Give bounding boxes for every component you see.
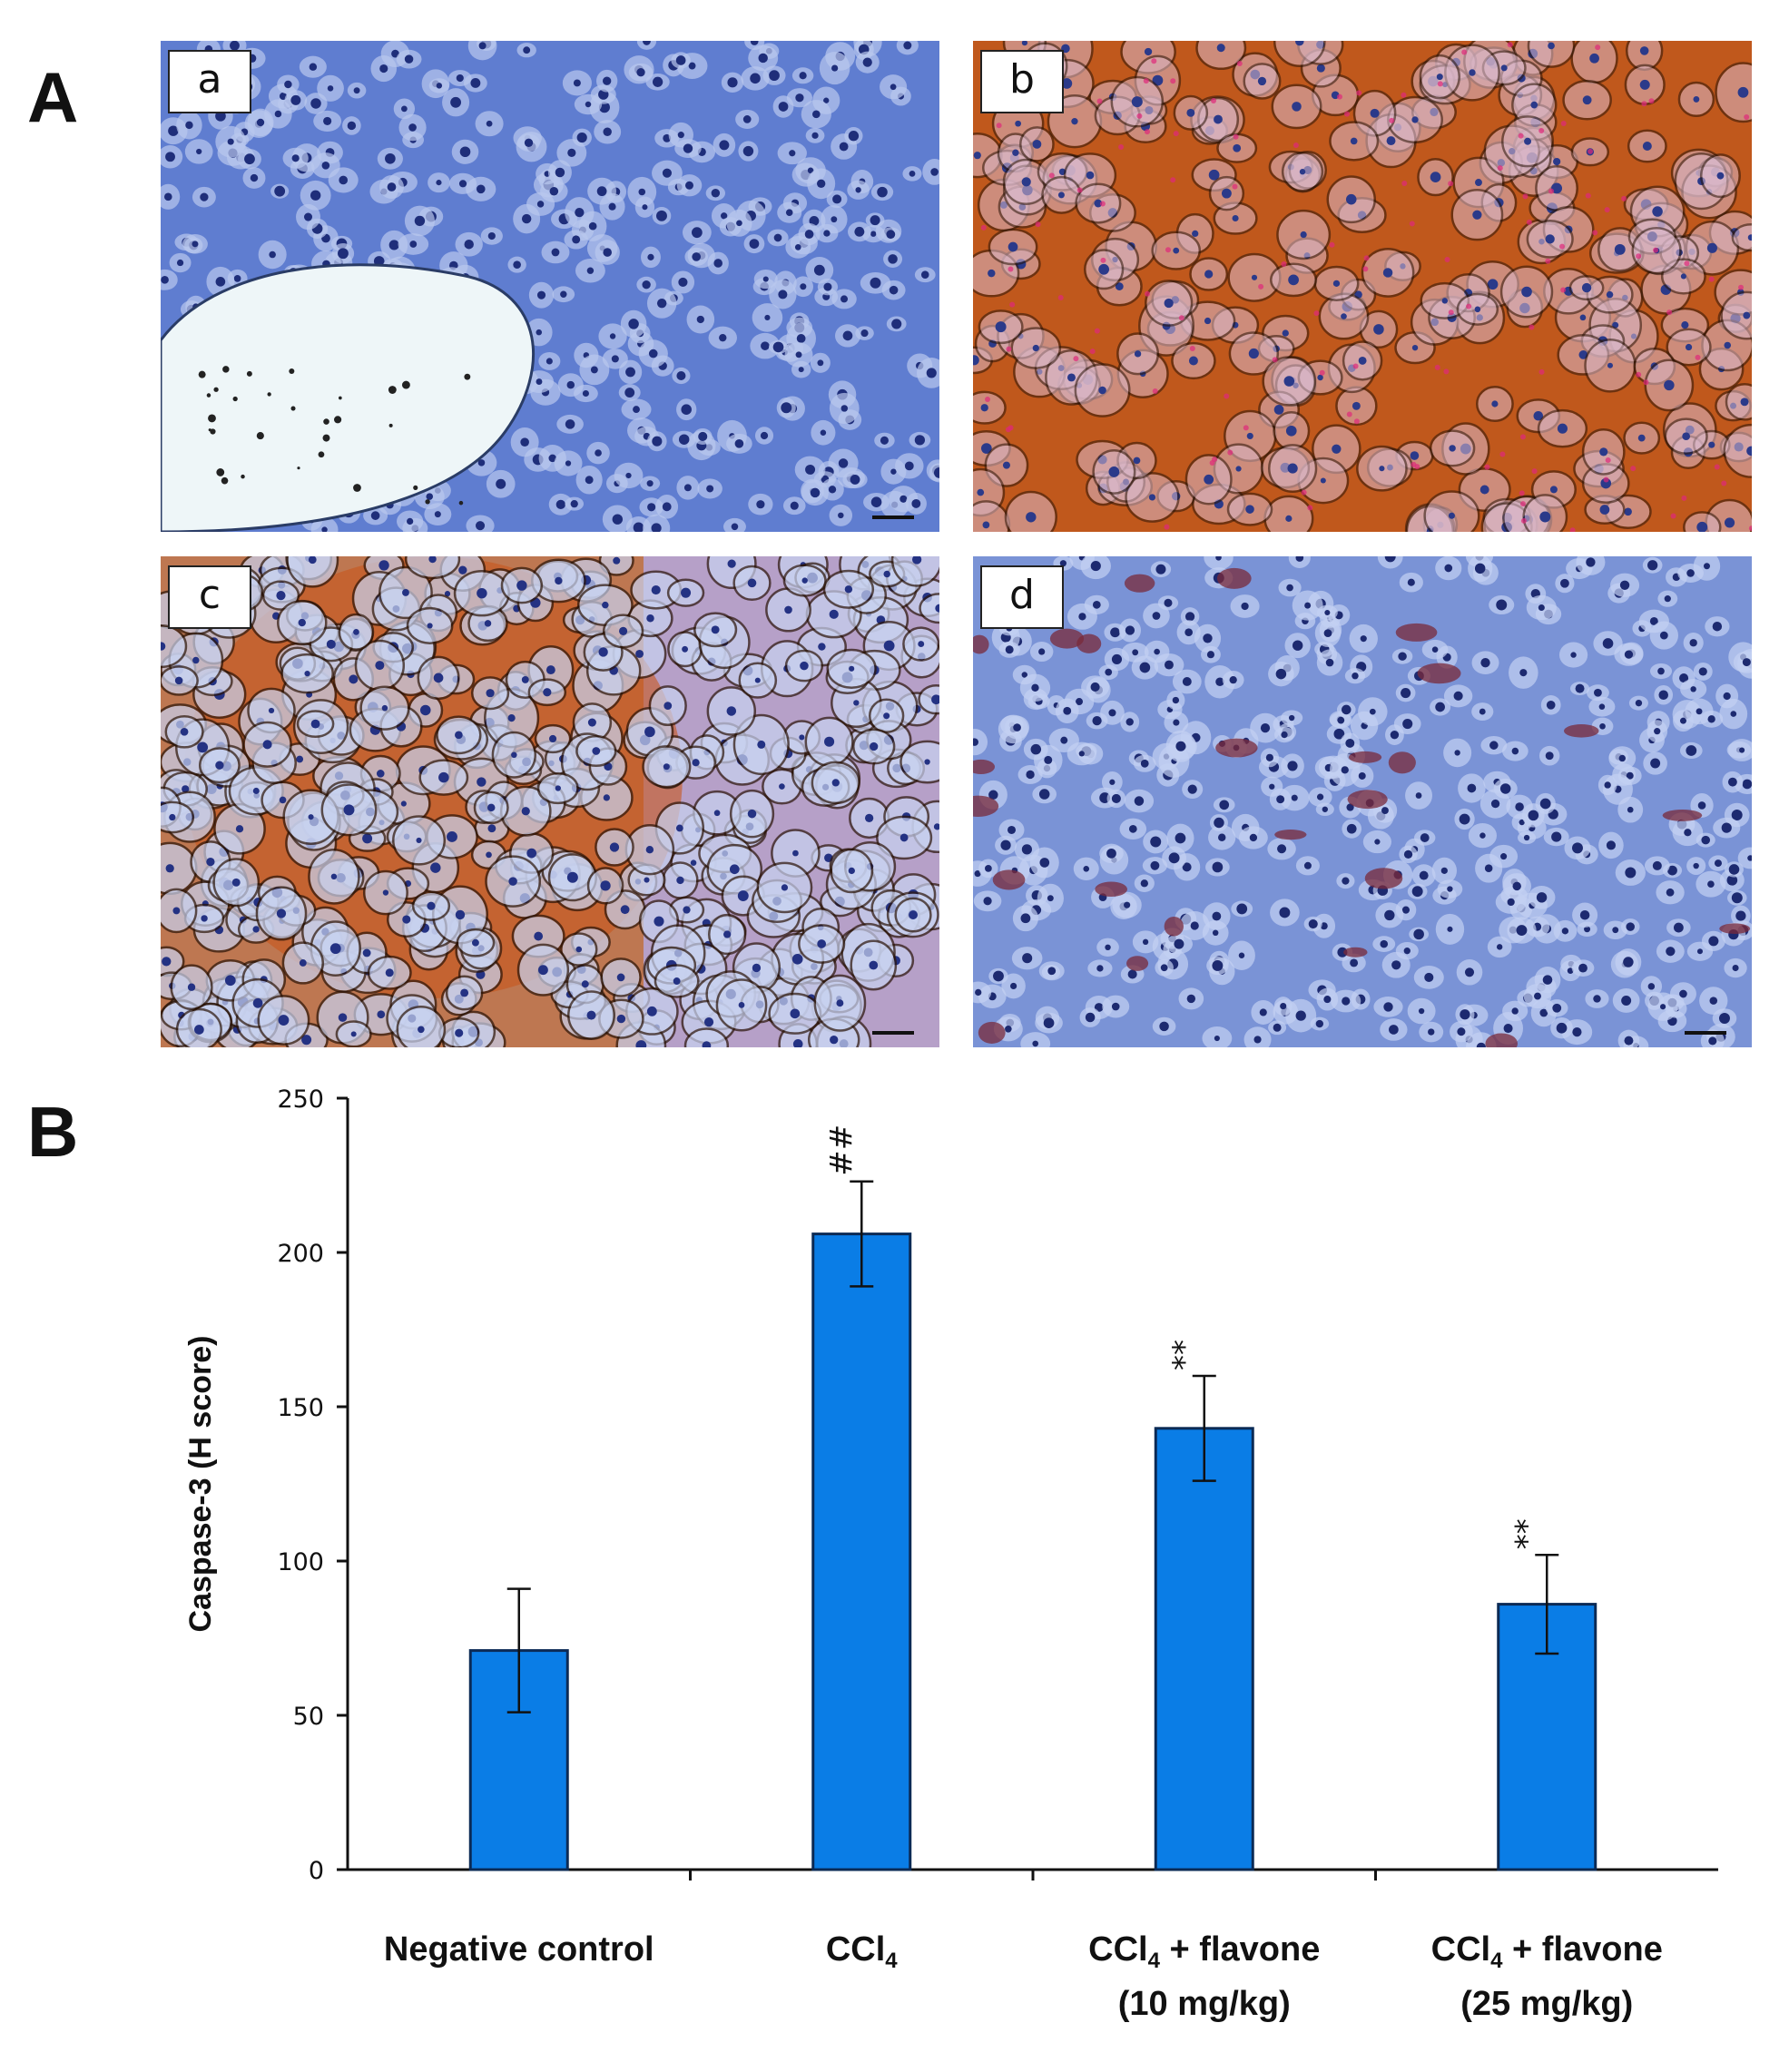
x-category-label-line2: (25 mg/kg)	[1460, 1985, 1633, 2023]
micrograph-a-label: a	[168, 50, 251, 113]
significance-marker: **	[1509, 1518, 1545, 1549]
significance-marker: **	[1166, 1340, 1203, 1370]
micrograph-d: d	[973, 556, 1752, 1047]
x-category-label: Negative control	[384, 1930, 654, 1969]
x-category-label: CCl4 + flavone	[1088, 1930, 1320, 1973]
y-tick-label: 250	[277, 1085, 324, 1114]
chart-labels: Caspase-3 (H score) Negative control ## CCl…	[183, 1124, 1663, 2023]
micrograph-b-image	[973, 41, 1752, 532]
error-bar	[1192, 1374, 1216, 1482]
micrograph-b-label: b	[980, 50, 1064, 113]
scale-bar	[1685, 1031, 1726, 1035]
y-tick-label: 200	[277, 1240, 324, 1268]
x-category-label-line2: (10 mg/kg)	[1118, 1985, 1291, 2023]
y-axis-label: Caspase-3 (H score)	[183, 1336, 218, 1633]
scale-bar	[872, 1031, 914, 1035]
chart-bars	[468, 1180, 1597, 1871]
significance-marker: ##	[823, 1124, 860, 1176]
y-tick-label: 150	[277, 1394, 324, 1422]
bar	[1154, 1427, 1254, 1871]
caspase-bar-chart: 0 50 100 150 200 250 Caspase-3 (H score) Negat…	[183, 1085, 1718, 2023]
y-tick-label: 0	[309, 1857, 324, 1885]
micrograph-c-image	[161, 556, 939, 1047]
y-tick-label: 50	[293, 1703, 324, 1731]
micrograph-a-image	[161, 41, 939, 532]
micrograph-d-label: d	[980, 565, 1064, 629]
bar	[811, 1232, 912, 1871]
micrograph-c: c	[161, 556, 939, 1047]
error-bar	[1535, 1553, 1559, 1655]
error-bar	[850, 1180, 874, 1288]
micrograph-a: a	[161, 41, 939, 532]
x-category-label: CCl4	[826, 1930, 898, 1973]
micrograph-b: b	[973, 41, 1752, 532]
y-tick-label: 100	[277, 1548, 324, 1576]
panel-b-letter: B	[27, 1092, 79, 1172]
chart-axes: 0 50 100 150 200 250	[277, 1085, 1718, 1885]
panel-a-letter: A	[27, 57, 79, 137]
micrograph-c-label: c	[168, 565, 251, 629]
scale-bar	[872, 516, 914, 519]
error-bar	[506, 1587, 531, 1714]
x-category-label: CCl4 + flavone	[1431, 1930, 1663, 1973]
micrograph-d-image	[973, 556, 1752, 1047]
